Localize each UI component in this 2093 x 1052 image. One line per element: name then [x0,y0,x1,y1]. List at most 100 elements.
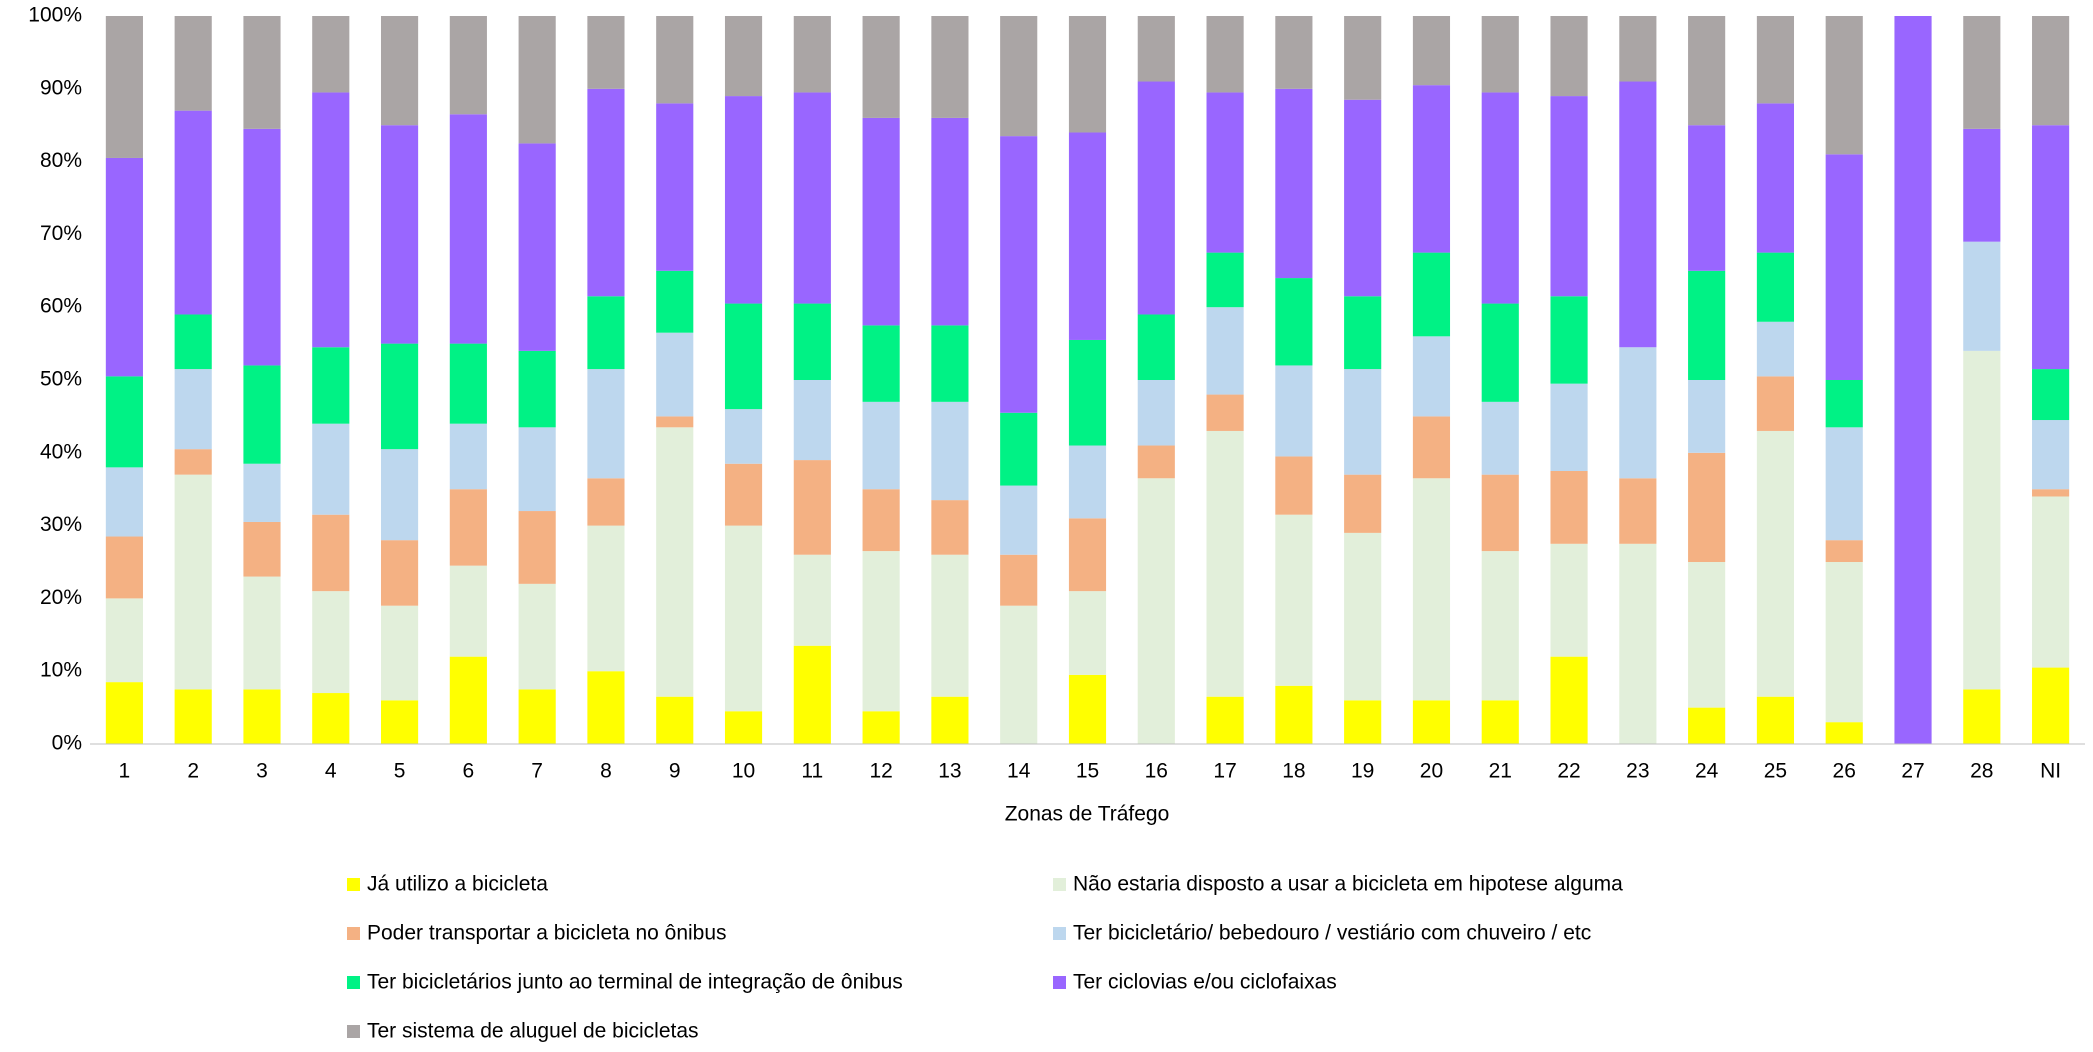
bar-segment [1275,88,1313,279]
bar-segment [1412,85,1451,253]
bar-segment [931,117,969,326]
bar-segment [380,449,419,541]
bar-segment [1756,321,1795,377]
bar-segment [587,525,625,672]
bar-segment [656,696,694,744]
bar-segment [1825,380,1863,428]
bar-segment [1825,722,1863,744]
bar-segment [1412,252,1451,337]
bar-segment [1275,456,1313,515]
bar-segment [1344,474,1382,533]
bar-segment [724,16,763,97]
x-tick-label: 22 [1557,760,1580,783]
x-tick-label: 12 [869,760,892,783]
legend-swatch [1053,878,1066,891]
bar-segment [1550,656,1588,744]
bar-segment [656,332,694,417]
bar-segment [1481,16,1519,93]
bar-segment [1688,16,1726,126]
bar-segment [1344,16,1382,100]
bar-segment [1619,16,1657,82]
bar-segment [1068,591,1107,675]
bar-segment [1275,16,1313,89]
bar-segment [1344,532,1382,701]
bar-segment [1963,689,2001,744]
bar-segment [587,671,625,744]
bar-segment [243,689,281,744]
bar-segment [1137,314,1175,380]
bar-segment [1894,16,1932,744]
bar-segment [1688,125,1726,271]
bar-segment [587,88,625,297]
bar-segment [2032,420,2070,490]
bar-segment [1000,412,1038,486]
x-tick-label: 16 [1145,760,1168,783]
bar-segment [724,303,763,410]
x-tick-label: 11 [801,760,823,783]
legend-swatch [1053,976,1066,989]
bar-segment [656,103,694,271]
legend-label: Ter bicicletários junto ao terminal de i… [367,971,903,994]
y-tick-label: 70% [40,222,82,245]
bar-segment [1275,685,1313,744]
x-axis-title: Zonas de Tráfego [1005,803,1170,826]
bar-segment [1068,339,1107,446]
x-tick-label: 18 [1282,760,1305,783]
bar-segment [724,463,763,526]
bar-segment [724,525,763,712]
legend-label: Ter bicicletário/ bebedouro / vestiário … [1073,922,1591,945]
x-tick-label: 5 [394,760,406,783]
bar-segment [1756,16,1795,104]
bar-segment [1137,445,1175,479]
bar-segment [1550,383,1588,471]
bar-segment [1412,16,1451,86]
bar-segment [1481,303,1519,402]
x-tick-label: 23 [1626,760,1649,783]
bar-segment [587,16,625,89]
bar-segment [1688,452,1726,562]
y-tick-label: 10% [40,659,82,682]
bar-segment [1275,514,1313,686]
bar-segment [1137,16,1175,82]
bar-segment [518,511,556,584]
bar-segment [449,343,487,424]
bar-segment [1481,401,1519,475]
y-tick-label: 100% [28,4,82,27]
bar-segment [2032,369,2070,421]
bar-segment [862,489,900,552]
bar-segment [1000,16,1038,137]
bar-segment [518,350,556,428]
bar-segment [656,416,694,428]
bar-segment [1068,518,1107,592]
bar-segment [1344,296,1382,370]
x-tick-label: 7 [531,760,543,783]
bar-segment [1825,154,1863,380]
bar-segment [312,591,350,694]
bar-segment [587,296,625,370]
bar-segment [1481,551,1519,701]
bar-segment [1825,562,1863,723]
bar-segment [793,554,831,646]
y-tick-label: 80% [40,149,82,172]
bar-segment [862,16,900,118]
bar-segment [1756,103,1795,253]
bar-segment [1137,81,1175,315]
bar-segment [105,467,143,537]
bar-segment [1000,485,1038,555]
bar-segment [1412,336,1451,417]
bar-segment [449,16,487,115]
bar-segment [105,376,143,468]
bar-segment [1481,92,1519,304]
bar-segment [174,16,212,111]
y-tick-label: 40% [40,440,82,463]
x-tick-label: 15 [1076,760,1099,783]
x-tick-label: 3 [256,760,268,783]
bar-segment [1825,540,1863,562]
x-tick-label: 24 [1695,760,1719,783]
bar-segment [174,449,212,475]
bar-segment [793,303,831,380]
bar-segment [1619,347,1657,479]
bar-segment [1412,416,1451,479]
bar-segment [1825,427,1863,541]
